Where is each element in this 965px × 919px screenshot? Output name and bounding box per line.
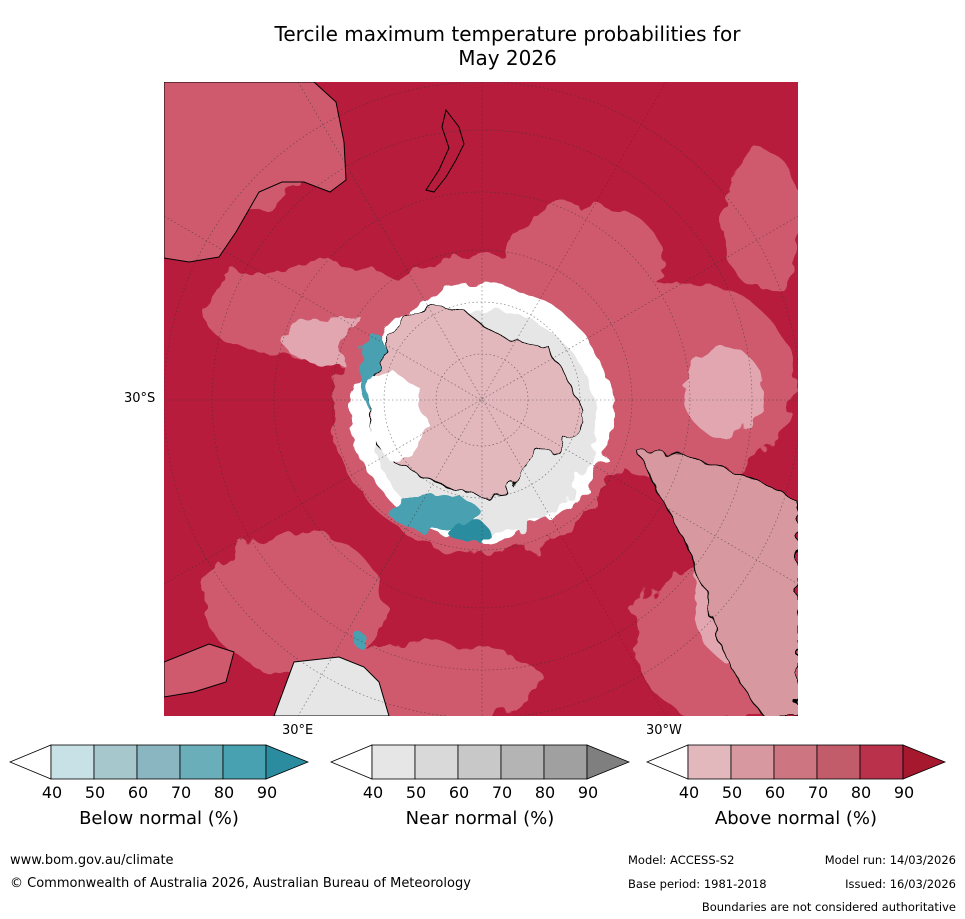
colorbar-tick-label: 50 [84, 783, 106, 802]
colorbar-swatch [371, 744, 416, 780]
colorbar-tick-label: 40 [41, 783, 63, 802]
colorbar-swatch [414, 744, 459, 780]
colorbar-swatch [457, 744, 502, 780]
new-zealand [425, 108, 465, 193]
colorbar-swatch [93, 744, 138, 780]
colorbar-swatch [136, 744, 181, 780]
africa [273, 656, 390, 716]
colorbar-extend-high [902, 744, 946, 780]
colorbar-tick-label: 70 [170, 783, 192, 802]
footer-disclaimer: Boundaries are not considered authoritat… [701, 900, 956, 914]
colorbar-tick-label: 60 [764, 783, 786, 802]
colorbar-tick-label: 40 [678, 783, 700, 802]
footer-base-period: Base period: 1981-2018 [628, 877, 767, 891]
south-america [638, 451, 798, 716]
antarctica-white [369, 372, 426, 460]
colorbar-swatch [816, 744, 861, 780]
colorbar-above-title: Above normal (%) [714, 808, 878, 829]
footer-url[interactable]: www.bom.gov.au/climate [10, 853, 174, 868]
probability-map [164, 82, 798, 716]
colorbar-swatch [859, 744, 904, 780]
lat-label-30s: 30°S [124, 391, 156, 406]
madagascar [164, 643, 235, 698]
colorbar-swatch [222, 744, 267, 780]
colorbar-below-title: Below normal (%) [79, 808, 239, 829]
colorbar-swatch [543, 744, 588, 780]
footer-copyright: © Commonwealth of Australia 2026, Austra… [10, 876, 471, 891]
colorbar-swatch [687, 744, 732, 780]
colorbar-near-swatches [330, 744, 630, 780]
colorbar-above-swatches [646, 744, 946, 780]
colorbar-swatch [730, 744, 775, 780]
footer-issued: Issued: 16/03/2026 [845, 877, 956, 891]
colorbar-near-title: Near normal (%) [405, 808, 555, 829]
map-title-line2: May 2026 [458, 46, 557, 70]
colorbar-tick-label: 70 [491, 783, 513, 802]
colorbar-tick-label: 80 [534, 783, 556, 802]
colorbar-extend-low [646, 744, 689, 780]
colorbar-extend-high [265, 744, 309, 780]
footer-model: Model: ACCESS-S2 [628, 853, 735, 867]
graticule [164, 82, 798, 716]
colorbar-extend-high [586, 744, 630, 780]
colorbar-swatch [179, 744, 224, 780]
colorbar-tick-label: 60 [448, 783, 470, 802]
colorbar-tick-label: 80 [213, 783, 235, 802]
footer-model-run: Model run: 14/03/2026 [824, 853, 956, 867]
colorbar-below-swatches [9, 744, 309, 780]
colorbar-tick-label: 70 [807, 783, 829, 802]
colorbar-tick-label: 60 [127, 783, 149, 802]
colorbar-tick-label: 50 [721, 783, 743, 802]
map-title-line1: Tercile maximum temperature probabilitie… [274, 22, 741, 46]
colorbar-swatch [500, 744, 545, 780]
colorbar-tick-label: 40 [362, 783, 384, 802]
colorbar-tick-label: 90 [893, 783, 915, 802]
colorbar-tick-label: 90 [256, 783, 278, 802]
colorbar-tick-label: 80 [850, 783, 872, 802]
colorbar-tick-label: 50 [405, 783, 427, 802]
colorbar-extend-low [330, 744, 373, 780]
australia [164, 82, 347, 263]
colorbar-swatch [50, 744, 95, 780]
colorbar-extend-low [9, 744, 52, 780]
colorbar-swatch [773, 744, 818, 780]
map-title: Tercile maximum temperature probabilitie… [200, 22, 815, 70]
lon-label-30e: 30°E [282, 723, 314, 738]
colorbar-tick-label: 90 [577, 783, 599, 802]
lon-label-30w: 30°W [646, 723, 682, 738]
